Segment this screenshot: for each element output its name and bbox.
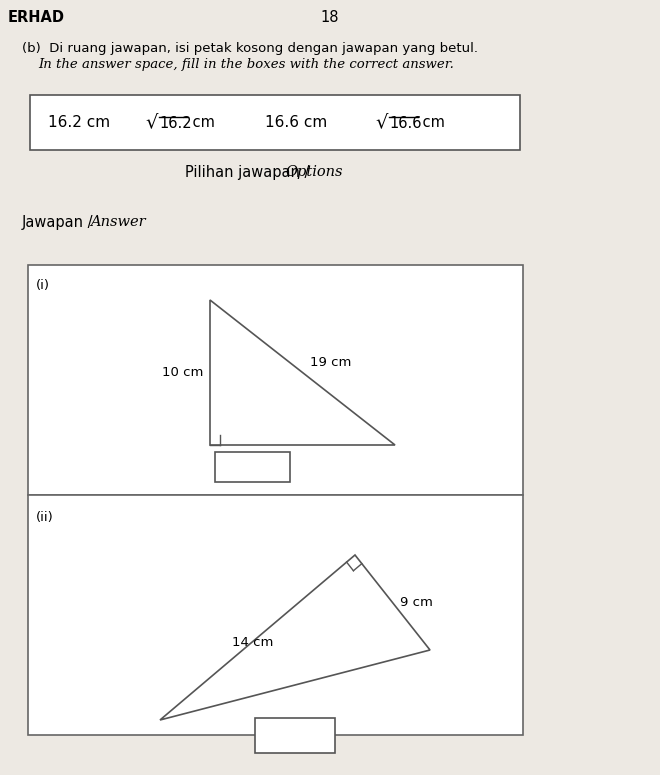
Bar xyxy=(255,718,335,753)
Text: √: √ xyxy=(145,113,157,132)
Text: 16.6 cm: 16.6 cm xyxy=(265,115,327,130)
Text: Options: Options xyxy=(285,165,343,179)
Bar xyxy=(215,452,290,482)
Text: 19 cm: 19 cm xyxy=(310,356,352,369)
Polygon shape xyxy=(160,555,430,720)
Text: (ii): (ii) xyxy=(36,511,53,524)
Text: cm: cm xyxy=(418,115,445,130)
Polygon shape xyxy=(210,300,395,445)
Text: (i): (i) xyxy=(36,279,50,292)
Text: Jawapan /: Jawapan / xyxy=(22,215,98,230)
Text: Pilihan jawapan /: Pilihan jawapan / xyxy=(185,165,314,180)
Bar xyxy=(28,495,523,735)
Text: In the answer space, fill in the boxes with the correct answer.: In the answer space, fill in the boxes w… xyxy=(38,58,454,71)
Text: 16.2: 16.2 xyxy=(159,116,191,131)
Text: √: √ xyxy=(375,113,387,132)
Text: 16.2 cm: 16.2 cm xyxy=(48,115,110,130)
Text: 10 cm: 10 cm xyxy=(162,366,203,379)
Text: ERHAD: ERHAD xyxy=(8,10,65,25)
Bar xyxy=(30,95,520,150)
Text: Answer: Answer xyxy=(90,215,146,229)
Bar xyxy=(28,265,523,495)
Text: 14 cm: 14 cm xyxy=(232,636,274,649)
Text: 16.6: 16.6 xyxy=(389,116,422,131)
Text: 18: 18 xyxy=(321,10,339,25)
Text: (b)  Di ruang jawapan, isi petak kosong dengan jawapan yang betul.: (b) Di ruang jawapan, isi petak kosong d… xyxy=(22,42,478,55)
Text: 9 cm: 9 cm xyxy=(401,596,434,609)
Text: cm: cm xyxy=(188,115,215,130)
